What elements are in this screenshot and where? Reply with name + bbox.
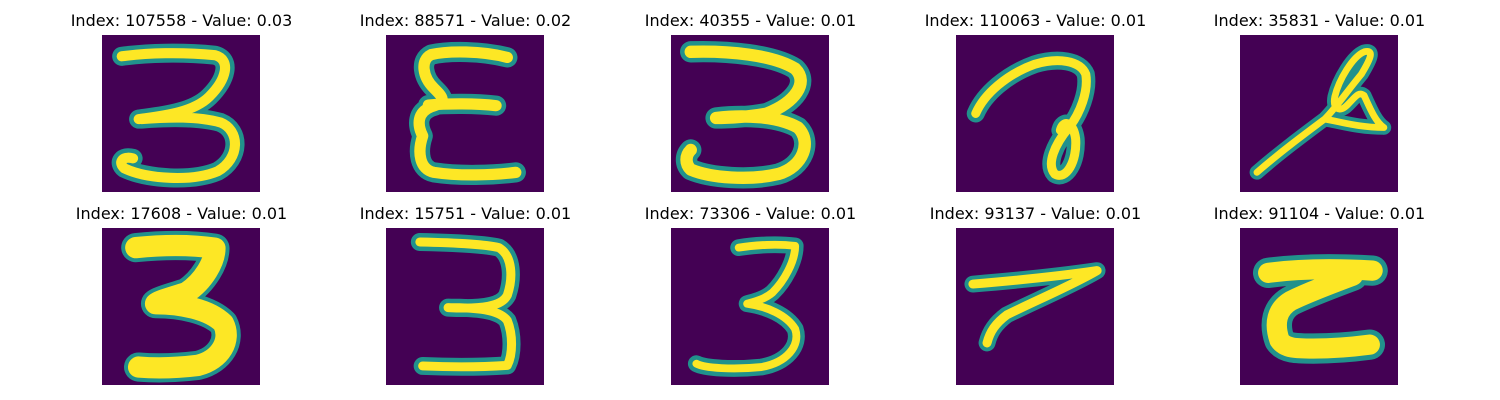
panel-title: Index: 110063 - Value: 0.01 [924, 11, 1147, 30]
panel-8: Index: 73306 - Value: 0.01 [608, 193, 893, 385]
panel-title: Index: 91104 - Value: 0.01 [1213, 204, 1426, 223]
digit-7-loop-stroke [966, 51, 1096, 185]
sigma-shape-stroke [1252, 254, 1388, 364]
digit-image [671, 228, 829, 385]
panel-title: Index: 15751 - Value: 0.01 [359, 204, 572, 223]
digit-image [102, 228, 260, 385]
panel-2: Index: 88571 - Value: 0.02 [323, 0, 608, 192]
panel-title: Index: 107558 - Value: 0.03 [70, 11, 293, 30]
digit-image [956, 228, 1114, 385]
digit-image [386, 228, 544, 385]
panel-title: Index: 88571 - Value: 0.02 [359, 11, 572, 30]
panel-1: Index: 107558 - Value: 0.03 [39, 0, 324, 192]
panel-title: Index: 40355 - Value: 0.01 [644, 11, 857, 30]
looped-stroke [1249, 44, 1392, 180]
digit-image [956, 35, 1114, 192]
digit-3-thick-stroke [121, 231, 241, 383]
digit-3-stroke [410, 233, 521, 376]
digit-7-stroke [964, 262, 1106, 352]
digit-3-stroke [111, 43, 245, 188]
panel-6: Index: 17608 - Value: 0.01 [39, 193, 324, 385]
panel-3: Index: 40355 - Value: 0.01 [608, 0, 893, 192]
panel-9: Index: 93137 - Value: 0.01 [893, 193, 1178, 385]
panel-title: Index: 35831 - Value: 0.01 [1213, 11, 1426, 30]
digit-image [102, 35, 260, 192]
panel-10: Index: 91104 - Value: 0.01 [1177, 193, 1462, 385]
panel-7: Index: 15751 - Value: 0.01 [323, 193, 608, 385]
digit-image [1240, 35, 1398, 192]
panel-title: Index: 17608 - Value: 0.01 [75, 204, 288, 223]
digit-image [386, 35, 544, 192]
panel-title: Index: 93137 - Value: 0.01 [929, 204, 1142, 223]
digit-image [1240, 228, 1398, 385]
panel-4: Index: 110063 - Value: 0.01 [893, 0, 1178, 192]
digit-3-stroke [675, 40, 816, 189]
epsilon-stroke [409, 41, 526, 185]
panel-5: Index: 35831 - Value: 0.01 [1177, 0, 1462, 192]
digit-image [671, 35, 829, 192]
digit-3-stroke [687, 236, 805, 377]
panel-title: Index: 73306 - Value: 0.01 [644, 204, 857, 223]
